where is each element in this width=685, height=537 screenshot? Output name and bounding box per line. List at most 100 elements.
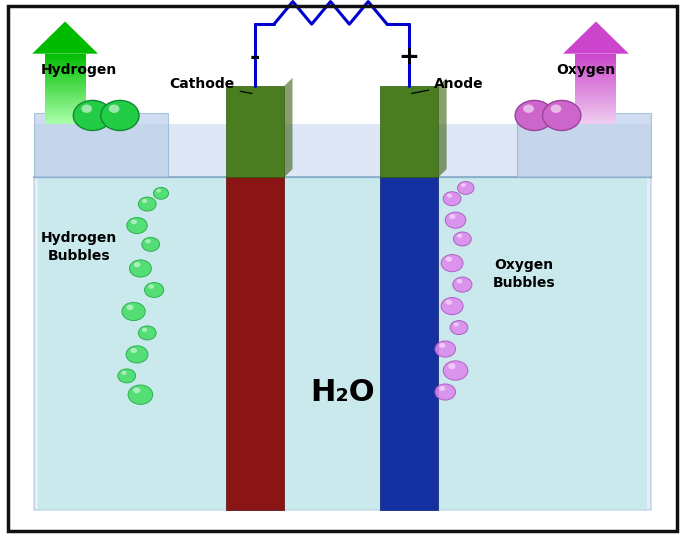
- Bar: [45, 71, 86, 73]
- Bar: [45, 106, 86, 108]
- Circle shape: [461, 183, 466, 187]
- Polygon shape: [438, 78, 447, 177]
- Bar: [45, 85, 86, 87]
- Circle shape: [453, 277, 472, 292]
- Bar: [45, 111, 86, 113]
- Bar: [517, 113, 651, 177]
- Bar: [575, 71, 616, 73]
- Bar: [575, 108, 616, 110]
- Circle shape: [126, 346, 148, 363]
- Bar: [45, 76, 86, 78]
- Circle shape: [133, 388, 140, 393]
- Bar: [575, 80, 616, 82]
- Bar: [575, 104, 616, 106]
- Bar: [45, 120, 86, 122]
- Bar: [45, 75, 86, 76]
- Bar: [45, 73, 86, 75]
- Bar: [575, 89, 616, 90]
- Bar: [45, 118, 86, 120]
- Text: -: -: [249, 46, 260, 69]
- Bar: [380, 86, 438, 177]
- Circle shape: [101, 100, 139, 130]
- Circle shape: [439, 343, 445, 348]
- Circle shape: [441, 255, 463, 272]
- Bar: [45, 96, 86, 97]
- Bar: [38, 177, 647, 510]
- Circle shape: [445, 300, 452, 305]
- Circle shape: [450, 321, 468, 335]
- Bar: [575, 115, 616, 117]
- Bar: [575, 73, 616, 75]
- Bar: [575, 122, 616, 124]
- Bar: [575, 75, 616, 76]
- Bar: [45, 68, 86, 69]
- Circle shape: [73, 100, 112, 130]
- Circle shape: [145, 239, 151, 243]
- Bar: [575, 82, 616, 83]
- Bar: [45, 55, 86, 57]
- Circle shape: [142, 237, 160, 251]
- Bar: [575, 97, 616, 99]
- Circle shape: [447, 193, 452, 198]
- Bar: [575, 66, 616, 68]
- Bar: [575, 118, 616, 120]
- Bar: [45, 94, 86, 96]
- Bar: [575, 59, 616, 61]
- Circle shape: [128, 385, 153, 404]
- Circle shape: [109, 105, 119, 113]
- Bar: [575, 113, 616, 115]
- Bar: [575, 78, 616, 80]
- Bar: [45, 69, 86, 71]
- Bar: [45, 92, 86, 94]
- Circle shape: [443, 361, 468, 380]
- Circle shape: [142, 328, 147, 332]
- Text: +: +: [399, 46, 419, 69]
- Bar: [45, 64, 86, 66]
- Bar: [45, 62, 86, 64]
- Bar: [45, 108, 86, 110]
- Circle shape: [142, 199, 147, 203]
- Bar: [45, 57, 86, 59]
- Bar: [45, 122, 86, 124]
- Bar: [575, 87, 616, 89]
- Bar: [45, 99, 86, 101]
- Bar: [575, 83, 616, 85]
- Circle shape: [439, 386, 445, 391]
- Bar: [45, 113, 86, 115]
- Bar: [575, 61, 616, 62]
- Bar: [45, 103, 86, 104]
- Polygon shape: [284, 78, 292, 177]
- Bar: [45, 54, 86, 55]
- Bar: [575, 57, 616, 59]
- Bar: [575, 111, 616, 113]
- Text: Cathode: Cathode: [169, 77, 252, 93]
- Circle shape: [130, 348, 137, 353]
- Circle shape: [453, 322, 459, 326]
- Bar: [45, 78, 86, 80]
- Bar: [575, 101, 616, 103]
- Bar: [45, 90, 86, 92]
- Circle shape: [543, 100, 581, 130]
- Circle shape: [448, 364, 456, 369]
- Bar: [575, 117, 616, 118]
- Bar: [575, 64, 616, 66]
- Bar: [575, 106, 616, 108]
- Bar: [34, 124, 651, 177]
- Text: Oxygen: Oxygen: [556, 63, 615, 77]
- Bar: [575, 96, 616, 97]
- Bar: [575, 68, 616, 69]
- Circle shape: [443, 192, 461, 206]
- Circle shape: [127, 304, 134, 310]
- Text: Hydrogen: Hydrogen: [40, 63, 117, 77]
- Circle shape: [121, 371, 127, 375]
- Bar: [45, 61, 86, 62]
- Bar: [45, 89, 86, 90]
- Bar: [575, 94, 616, 96]
- Text: H₂O: H₂O: [310, 378, 375, 407]
- Circle shape: [118, 369, 136, 383]
- Circle shape: [134, 262, 140, 267]
- Circle shape: [445, 257, 452, 262]
- Polygon shape: [32, 21, 98, 54]
- Bar: [380, 177, 438, 510]
- Bar: [575, 85, 616, 87]
